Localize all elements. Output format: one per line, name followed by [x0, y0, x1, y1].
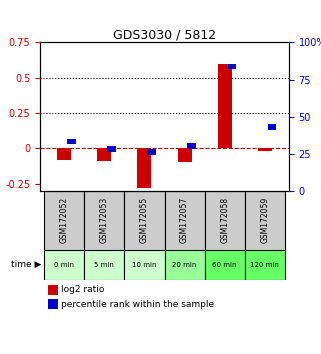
Text: GSM172055: GSM172055: [140, 197, 149, 243]
Bar: [245, 190, 285, 250]
Bar: [44, 190, 84, 250]
Text: 10 min: 10 min: [132, 262, 157, 268]
Text: log2 ratio: log2 ratio: [61, 285, 105, 294]
Bar: [125, 190, 165, 250]
Bar: [205, 250, 245, 280]
Bar: [137, 148, 152, 188]
Text: 120 min: 120 min: [250, 262, 279, 268]
Bar: [48, 285, 57, 295]
Bar: [258, 148, 272, 151]
Bar: [147, 149, 156, 155]
Bar: [268, 124, 276, 130]
Text: percentile rank within the sample: percentile rank within the sample: [61, 299, 214, 309]
Bar: [205, 190, 245, 250]
Text: GSM172052: GSM172052: [60, 197, 69, 243]
Bar: [44, 250, 84, 280]
Text: GSM172058: GSM172058: [220, 197, 229, 243]
Bar: [218, 64, 232, 148]
Bar: [125, 250, 165, 280]
Text: 60 min: 60 min: [213, 262, 237, 268]
Text: 0 min: 0 min: [54, 262, 74, 268]
Text: GSM172053: GSM172053: [100, 197, 109, 243]
Bar: [107, 147, 116, 152]
Bar: [165, 250, 205, 280]
Bar: [67, 139, 76, 144]
Bar: [228, 63, 236, 69]
Bar: [165, 190, 205, 250]
Text: 5 min: 5 min: [94, 262, 114, 268]
Text: GSM172059: GSM172059: [260, 197, 269, 243]
Bar: [97, 148, 111, 161]
Bar: [245, 250, 285, 280]
Text: GSM172057: GSM172057: [180, 197, 189, 243]
Bar: [84, 250, 125, 280]
Text: time ▶: time ▶: [11, 260, 41, 269]
Bar: [48, 299, 57, 309]
Bar: [84, 190, 125, 250]
Text: 20 min: 20 min: [172, 262, 197, 268]
Bar: [178, 148, 192, 162]
Bar: [187, 143, 196, 149]
Bar: [57, 148, 71, 160]
Title: GDS3030 / 5812: GDS3030 / 5812: [113, 28, 216, 41]
